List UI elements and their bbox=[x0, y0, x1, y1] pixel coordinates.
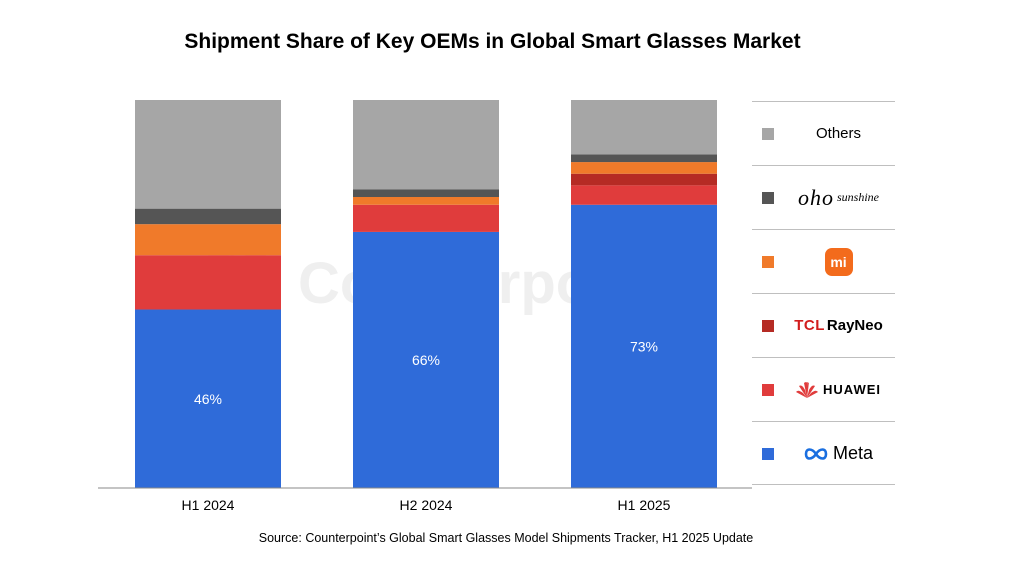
bar-segment-others-h2-2024 bbox=[353, 100, 499, 190]
bar-segment-huawei-h2-2024 bbox=[353, 204, 499, 232]
bar-segment-huawei-h1-2024 bbox=[135, 255, 281, 310]
tcl-logo-text: TCL bbox=[794, 317, 825, 334]
bar-segment-oho-sunshine-h2-2024 bbox=[353, 189, 499, 197]
bar-segment-meta-h2-2024 bbox=[353, 231, 499, 489]
x-tick-label: H1 2024 bbox=[182, 497, 235, 513]
bar-segment-oho-sunshine-h1-2024 bbox=[135, 208, 281, 225]
bar-segment-others-h1-2025 bbox=[571, 100, 717, 155]
meta-logo-text: Meta bbox=[832, 443, 874, 463]
bar-segment-xiaomi-h1-2025 bbox=[571, 162, 717, 174]
legend-item-tcl-rayneo: TCL RayNeo bbox=[752, 293, 895, 357]
bar-segment-meta-h1-2024 bbox=[135, 309, 281, 488]
legend-label-others: Others bbox=[815, 125, 861, 142]
legend-swatch-others bbox=[762, 128, 774, 140]
bar-segment-huawei-h1-2025 bbox=[571, 185, 717, 205]
bar-segment-xiaomi-h2-2024 bbox=[353, 197, 499, 205]
legend-item-meta: Meta bbox=[752, 421, 895, 485]
legend-item-xiaomi: mi bbox=[752, 229, 895, 293]
oho-sunshine-logo: oho sunshine bbox=[782, 166, 895, 229]
data-label-h1-2025: 73% bbox=[630, 338, 658, 354]
huawei-logo-text: HUAWEI bbox=[823, 382, 881, 397]
legend-swatch-meta bbox=[762, 448, 774, 460]
bar-segment-tcl-rayneo-h1-2025 bbox=[571, 173, 717, 186]
oho-logo-text: oho bbox=[798, 184, 834, 210]
bar-segment-xiaomi-h1-2024 bbox=[135, 224, 281, 256]
legend-swatch-xiaomi bbox=[762, 256, 774, 268]
sunshine-logo-text: sunshine bbox=[837, 190, 879, 204]
chart-title: Shipment Share of Key OEMs in Global Sma… bbox=[184, 30, 801, 53]
bar-segment-others-h1-2024 bbox=[135, 100, 281, 209]
mi-logo-icon: mi bbox=[824, 247, 853, 276]
data-label-h1-2024: 46% bbox=[194, 391, 222, 407]
xiaomi-logo: mi bbox=[782, 230, 895, 293]
legend-item-others: Others bbox=[752, 101, 895, 165]
x-tick-label: H2 2024 bbox=[400, 497, 453, 513]
legend-item-oho-sunshine: oho sunshine bbox=[752, 165, 895, 229]
legend-swatch-oho-sunshine bbox=[762, 192, 774, 204]
legend-swatch-huawei bbox=[762, 384, 774, 396]
data-label-h2-2024: 66% bbox=[412, 352, 440, 368]
legend-item-huawei: HUAWEI bbox=[752, 357, 895, 421]
source-note: Source: Counterpoint’s Global Smart Glas… bbox=[258, 531, 754, 545]
meta-infinity-icon bbox=[804, 447, 828, 460]
bar-segment-meta-h1-2025 bbox=[571, 204, 717, 488]
huawei-flower-icon bbox=[796, 381, 818, 398]
tcl-rayneo-logo: TCL RayNeo bbox=[782, 294, 895, 357]
meta-logo: Meta bbox=[782, 422, 895, 485]
x-tick-label: H1 2025 bbox=[618, 497, 671, 513]
rayneo-logo-text: RayNeo bbox=[826, 317, 883, 334]
legend-swatch-tcl-rayneo bbox=[762, 320, 774, 332]
huawei-logo: HUAWEI bbox=[782, 358, 895, 421]
bar-segment-oho-sunshine-h1-2025 bbox=[571, 154, 717, 163]
